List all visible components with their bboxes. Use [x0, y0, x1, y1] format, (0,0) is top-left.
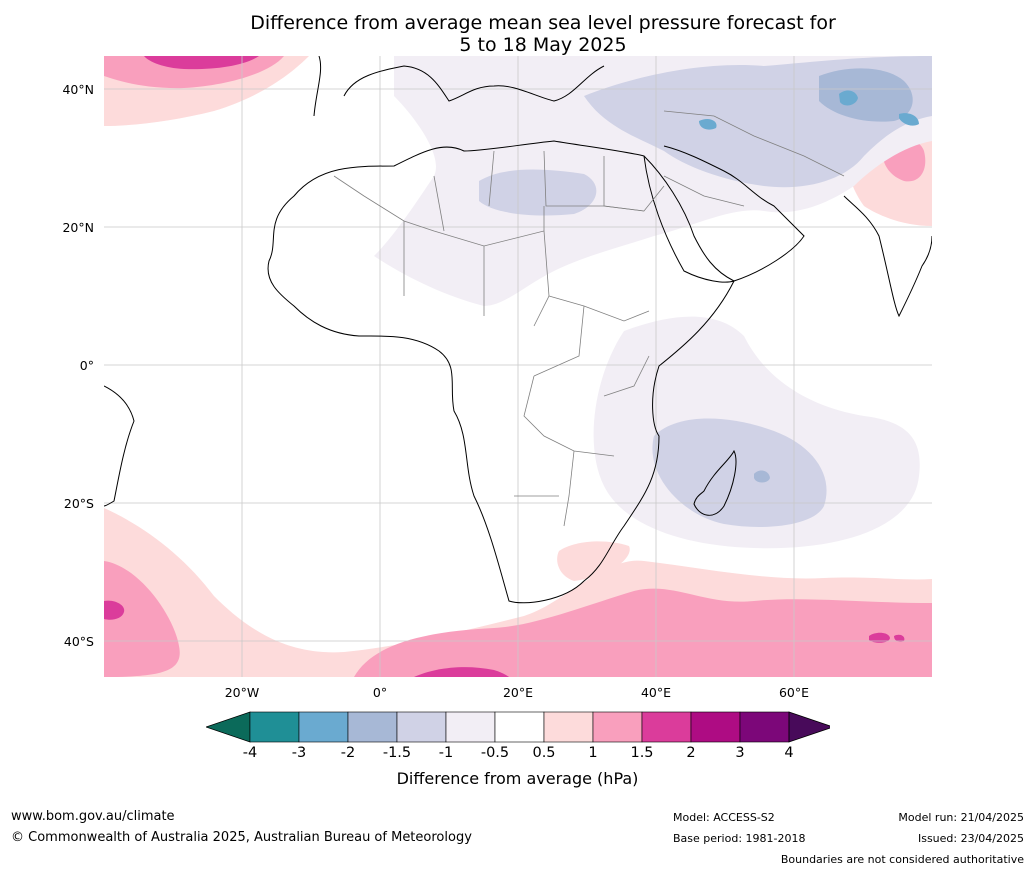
anomaly-region-northwest-magenta	[144, 56, 259, 70]
colorbar-segment	[739, 711, 790, 743]
anomaly-region-sahara-lavender	[479, 169, 597, 216]
colorbar-segment	[494, 711, 545, 743]
anomaly-region-south-magenta-2	[414, 667, 509, 677]
footer-issued: Issued: 23/04/2025	[917, 832, 1024, 845]
colorbar-tick-label: 4	[784, 745, 794, 761]
country-borders	[333, 110, 845, 527]
chart-title-line2: 5 to 18 May 2025	[459, 34, 627, 56]
footer-model-run: Model run: 21/04/2025	[898, 811, 1024, 824]
colorbar-tick-label: 3	[735, 745, 745, 761]
colorbar-segment	[592, 711, 643, 743]
colorbar-tick-label: 1.5	[630, 745, 654, 761]
lon-label-60e: 60°E	[778, 685, 810, 700]
chart-title-line1: Difference from average mean sea level p…	[250, 12, 836, 34]
lon-label-0: 0°	[372, 685, 388, 700]
lat-label-20n: 20°N	[62, 220, 94, 235]
colorbar-label: Difference from average (hPa)	[396, 769, 639, 788]
colorbar-segment	[445, 711, 496, 743]
colorbar-tick-label: -4	[242, 745, 258, 761]
lat-label-0: 0°	[79, 358, 94, 373]
colorbar-extend-min	[206, 711, 251, 743]
footer-base-period: Base period: 1981-2018	[673, 832, 806, 845]
footer-disclaimer: Boundaries are not considered authoritat…	[780, 853, 1024, 866]
anomaly-region-south-magenta	[104, 600, 125, 620]
colorbar-tick-label: 1	[588, 745, 598, 761]
colorbar-segment	[298, 711, 349, 743]
colorbar-tick-label: 2	[686, 745, 696, 761]
footer-copyright: © Commonwealth of Australia 2025, Austra…	[11, 830, 472, 845]
lat-label-40s: 40°S	[63, 634, 94, 649]
anomaly-region-south-pink	[104, 561, 180, 677]
graticule	[104, 56, 932, 677]
footer-website: www.bom.gov.au/climate	[11, 809, 175, 824]
colorbar-extend-max	[788, 711, 830, 743]
anomaly-region-south-magenta-3	[869, 632, 905, 643]
lat-label-40n: 40°N	[62, 82, 94, 97]
colorbar-segment	[690, 711, 741, 743]
anomaly-region-iran-blue	[819, 68, 913, 122]
colorbar-tick-label: -2	[340, 745, 356, 761]
colorbar-segment	[641, 711, 692, 743]
anomaly-region-madagascar-blue	[754, 470, 770, 483]
colorbar-segment	[396, 711, 447, 743]
colorbar	[206, 711, 830, 743]
colorbar-segment	[543, 711, 594, 743]
colorbar-segment	[249, 711, 300, 743]
coastlines	[104, 56, 932, 604]
colorbar-tick-label: -1	[438, 745, 454, 761]
anomaly-region-south-pink-2	[354, 588, 932, 677]
pressure-anomaly-map	[104, 56, 932, 677]
footer-model: Model: ACCESS-S2	[673, 811, 775, 824]
colorbar-tick-label: -1.5	[382, 745, 412, 761]
anomaly-region-southern-africa-pink	[557, 541, 630, 581]
colorbar-tick-label: -0.5	[480, 745, 510, 761]
lon-label-20e: 20°E	[502, 685, 534, 700]
lon-label-20w: 20°W	[224, 685, 260, 700]
lon-label-40e: 40°E	[640, 685, 672, 700]
colorbar-tick-label: 0.5	[532, 745, 556, 761]
colorbar-tick-label: -3	[291, 745, 307, 761]
colorbar-segment	[347, 711, 398, 743]
lat-label-20s: 20°S	[63, 496, 94, 511]
